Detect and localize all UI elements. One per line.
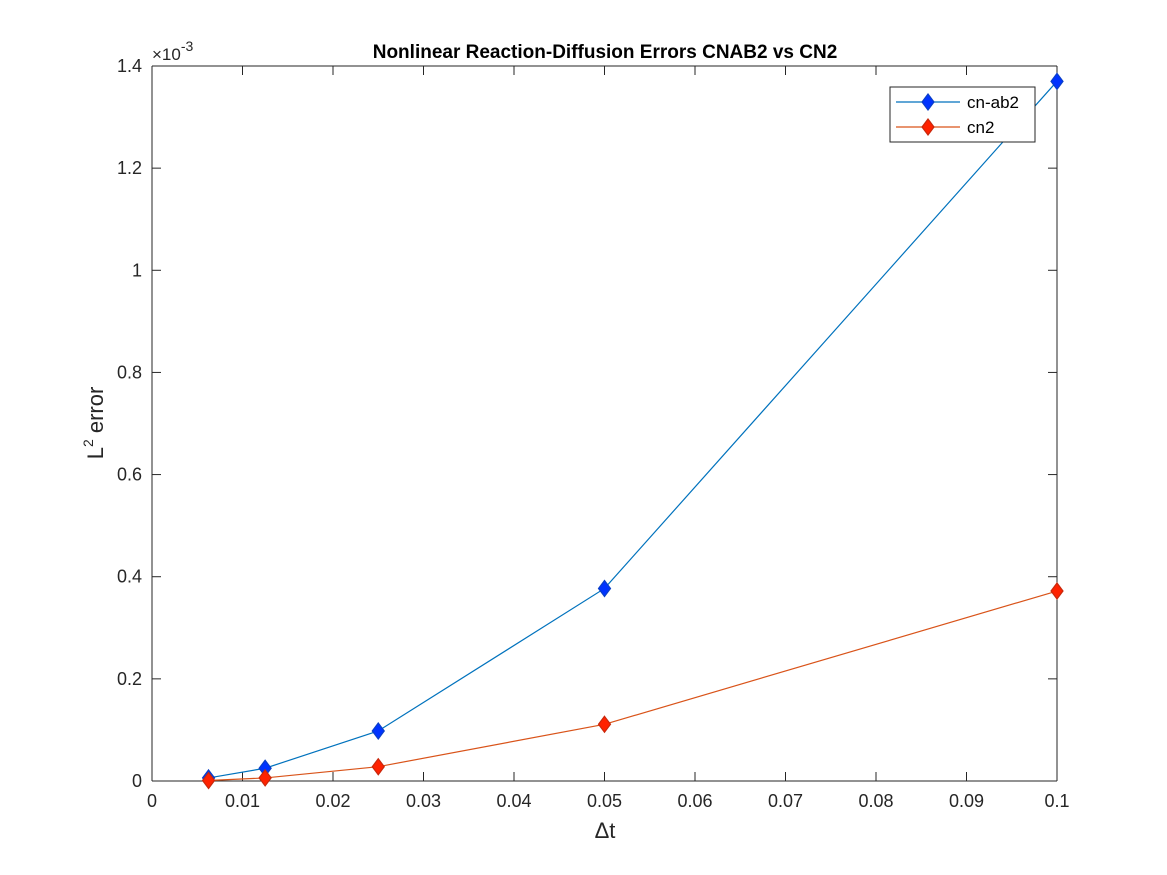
y-tick-label: 1.2 xyxy=(117,158,142,178)
y-tick-label: 0 xyxy=(132,771,142,791)
y-exponent-power: -3 xyxy=(181,38,194,54)
x-tick-label: 0.06 xyxy=(677,791,712,811)
data-point-cn2 xyxy=(1050,582,1064,601)
data-point-cn2 xyxy=(597,715,612,734)
x-tick-label: 0.01 xyxy=(225,791,260,811)
y-tick-label: 0.2 xyxy=(117,669,142,689)
data-point-cn2 xyxy=(258,768,272,787)
x-tick-label: 0.03 xyxy=(406,791,441,811)
series-group xyxy=(201,72,1064,790)
y-axis-label-sup: 2 xyxy=(80,439,96,447)
x-axis-label: Δt xyxy=(595,818,616,843)
legend: cn-ab2 cn2 xyxy=(889,86,1036,143)
data-point-cn-ab2 xyxy=(597,579,612,598)
y-tick-label: 0.8 xyxy=(117,362,142,382)
x-tick-label: 0.04 xyxy=(496,791,531,811)
y-tick-label: 0.4 xyxy=(117,567,142,587)
y-tick-label: 1 xyxy=(132,260,142,280)
legend-marker-cn-ab2 xyxy=(921,93,935,111)
legend-box xyxy=(889,86,1036,143)
y-axis-label-rest: error xyxy=(83,387,108,440)
data-point-cn2 xyxy=(201,771,216,790)
y-exponent-base: ×10 xyxy=(152,45,181,64)
plot-area xyxy=(152,66,1057,781)
legend-label-cn-ab2: cn-ab2 xyxy=(967,93,1019,112)
axes: 0 0.01 0.02 0.03 0.04 0.05 0.06 0.07 0.08 0.09 0.1… xyxy=(117,56,1070,811)
x-tick-label: 0 xyxy=(147,791,157,811)
legend-marker-cn2 xyxy=(921,118,935,136)
x-tick-label: 0.05 xyxy=(587,791,622,811)
x-tick-label: 0.1 xyxy=(1044,791,1069,811)
data-point-cn2 xyxy=(371,757,385,776)
chart-title: Nonlinear Reaction-Diffusion Errors CNAB… xyxy=(373,42,838,63)
y-axis-label-base: L xyxy=(83,447,108,459)
y-tick-label: 0.6 xyxy=(117,465,142,485)
y-axis-label: L2 error xyxy=(80,387,108,460)
x-tick-label: 0.09 xyxy=(949,791,984,811)
x-tick-label: 0.07 xyxy=(768,791,803,811)
svg-text:L2 error: L2 error xyxy=(80,387,108,460)
y-exponent: ×10-3 xyxy=(152,38,194,64)
data-point-cn-ab2 xyxy=(371,721,385,740)
x-tick-label: 0.02 xyxy=(315,791,350,811)
y-tick-label: 1.4 xyxy=(117,56,142,76)
data-point-cn-ab2 xyxy=(1050,72,1064,91)
x-tick-label: 0.08 xyxy=(858,791,893,811)
legend-label-cn2: cn2 xyxy=(967,118,994,137)
